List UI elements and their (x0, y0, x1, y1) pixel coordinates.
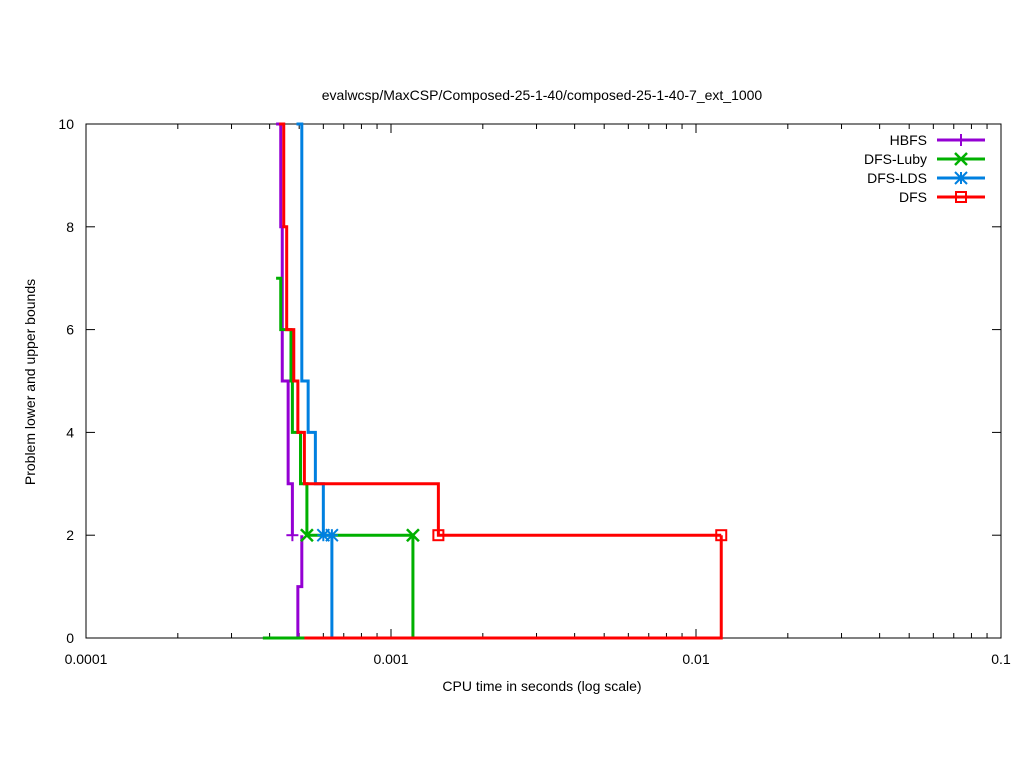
series-dfs-lds (296, 122, 339, 638)
series-upper-line (276, 122, 294, 536)
series-layer (262, 122, 728, 640)
y-tick-label: 0 (66, 630, 74, 646)
y-axis: 0 2 4 6 8 10 (58, 116, 1001, 646)
legend-marker (954, 152, 968, 166)
data-point (286, 529, 299, 542)
legend-label: DFS-Luby (864, 151, 927, 167)
series-lower-line (292, 535, 304, 640)
chart-title: evalwcsp/MaxCSP/Composed-25-1-40/compose… (322, 87, 763, 103)
series-lower-line (304, 535, 723, 640)
series-upper-line (296, 122, 332, 537)
plot-area (85, 123, 1002, 639)
plot-frame (85, 123, 1002, 639)
y-tick-label: 6 (66, 322, 74, 338)
y-tick-label: 10 (58, 116, 74, 132)
data-point (325, 528, 339, 542)
x-tick-label: 0.1 (991, 651, 1011, 667)
x-tick-label: 0.0001 (65, 651, 108, 667)
x-axis-label: CPU time in seconds (log scale) (442, 678, 641, 694)
legend-marker (955, 191, 967, 203)
data-point (432, 529, 445, 542)
y-axis-label: Problem lower and upper bounds (22, 279, 38, 485)
x-tick-label: 0.001 (373, 651, 408, 667)
y-tick-label: 4 (66, 424, 74, 440)
legend-marker (955, 134, 967, 146)
series-dfs (279, 122, 728, 640)
data-point (406, 528, 420, 543)
x-tick-label: 0.01 (682, 651, 709, 667)
series-upper-line (279, 122, 722, 537)
legend-label: DFS-LDS (867, 170, 927, 186)
legend: HBFS DFS-Luby DFS-LDS DFS (864, 132, 985, 205)
data-point (300, 528, 314, 543)
x-axis: 0.0001 0.001 0.01 0.1 (65, 124, 1011, 667)
series-lower-line (262, 535, 415, 640)
series-dfs-luby (262, 276, 420, 640)
legend-label: HBFS (890, 132, 927, 148)
legend-marker (954, 171, 968, 185)
y-tick-label: 2 (66, 527, 74, 543)
data-point (715, 529, 728, 542)
legend-label: DFS (899, 189, 927, 205)
series-upper-line (276, 276, 413, 537)
y-tick-label: 8 (66, 219, 74, 235)
